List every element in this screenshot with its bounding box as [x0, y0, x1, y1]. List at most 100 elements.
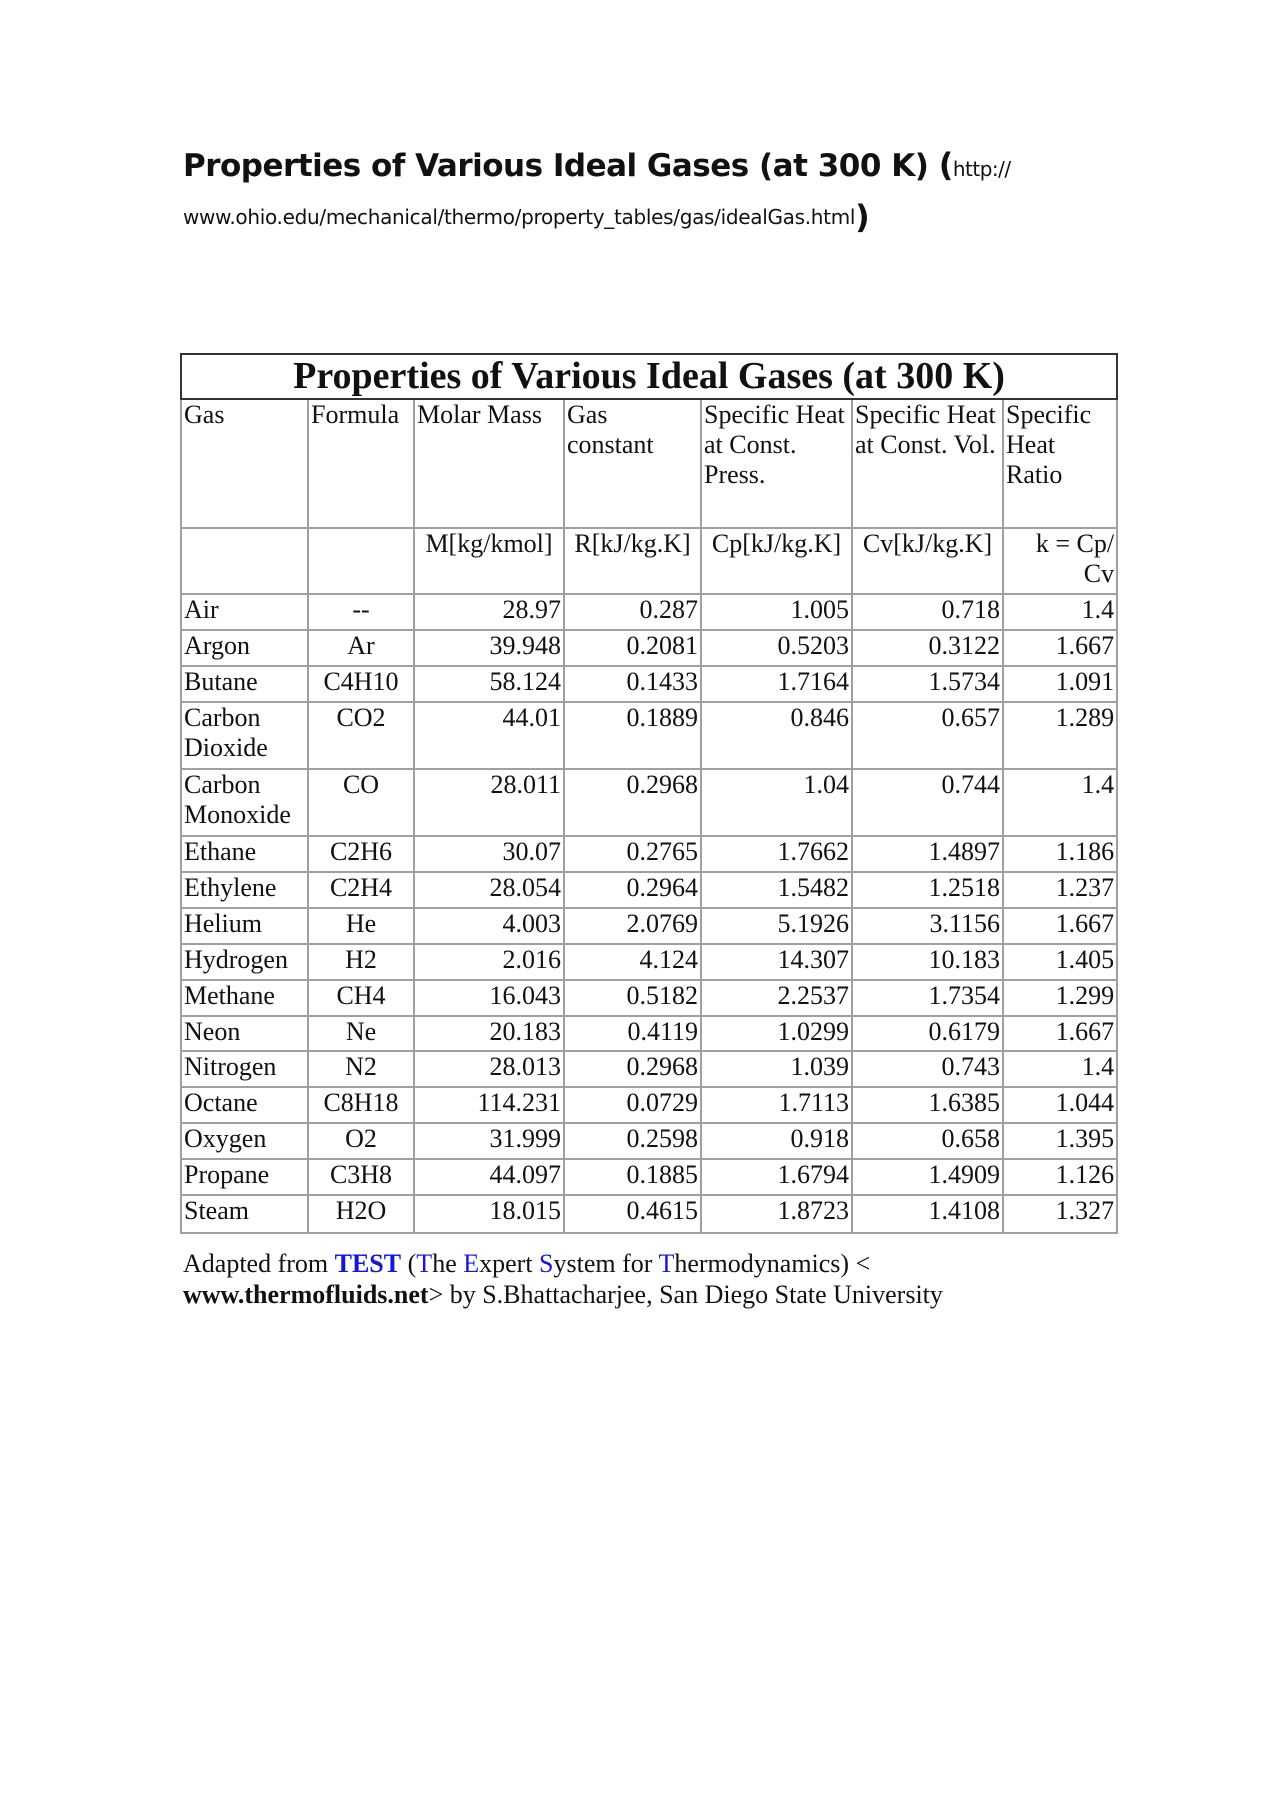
- gas-name-cell: Ethylene: [180, 871, 309, 909]
- gas-name-cell: Ethane: [180, 835, 309, 873]
- value-cell: 0.3122: [851, 629, 1004, 667]
- value-cell: 1.4: [1001, 593, 1119, 631]
- value-cell: 0.1433: [563, 665, 702, 703]
- unit-header: [180, 527, 309, 595]
- value-cell: 4.124: [563, 943, 702, 981]
- value-cell: 1.395: [1001, 1122, 1119, 1160]
- value-cell: 0.1889: [563, 701, 702, 770]
- value-cell: 4.003: [413, 907, 565, 945]
- table-row: Helium He 4.003 2.0769 5.1926 3.1156 1.667: [180, 907, 1119, 945]
- value-cell: 1.005: [700, 593, 853, 631]
- unit-header: M[kg/kmol]: [413, 527, 565, 595]
- value-cell: 28.97: [413, 593, 565, 631]
- attribution-text: xpert: [479, 1249, 540, 1278]
- title-text: Properties of Various Ideal Gases (at 30…: [183, 148, 929, 184]
- value-cell: 0.743: [851, 1050, 1004, 1088]
- value-cell: 28.054: [413, 871, 565, 909]
- column-header: Specific Heat Ratio: [1001, 398, 1119, 529]
- value-cell: 1.5734: [851, 665, 1004, 703]
- value-cell: 1.7113: [700, 1086, 853, 1124]
- value-cell: 1.2518: [851, 871, 1004, 909]
- ideal-gas-table: Properties of Various Ideal Gases (at 30…: [179, 353, 1119, 1234]
- value-cell: 1.4: [1001, 1050, 1119, 1088]
- value-cell: 1.5482: [700, 871, 853, 909]
- document-title: Properties of Various Ideal Gases (at 30…: [183, 146, 1011, 184]
- table-row: Propane C3H8 44.097 0.1885 1.6794 1.4909 1.126: [180, 1158, 1119, 1196]
- gas-name-cell: Carbon Monoxide: [180, 768, 309, 837]
- table-row: Air -- 28.97 0.287 1.005 0.718 1.4: [180, 593, 1119, 631]
- column-header: Specific Heat at Const. Press.: [700, 398, 853, 529]
- formula-cell: O2: [307, 1122, 415, 1160]
- units-row: M[kg/kmol] R[kJ/kg.K] Cp[kJ/kg.K] Cv[kJ/kg.…: [180, 527, 1119, 595]
- value-cell: 0.4615: [563, 1194, 702, 1234]
- value-cell: 1.7662: [700, 835, 853, 873]
- table-row: Butane C4H10 58.124 0.1433 1.7164 1.5734 1.091: [180, 665, 1119, 703]
- value-cell: 0.2765: [563, 835, 702, 873]
- formula-cell: C4H10: [307, 665, 415, 703]
- attribution-text: Adapted from: [183, 1249, 335, 1278]
- column-header: Molar Mass: [413, 398, 565, 529]
- formula-cell: CH4: [307, 979, 415, 1017]
- gas-name-cell: Carbon Dioxide: [180, 701, 309, 770]
- test-link[interactable]: TEST: [334, 1249, 402, 1278]
- value-cell: 0.918: [700, 1122, 853, 1160]
- source-url-part2[interactable]: www.ohio.edu/mechanical/thermo/property_…: [183, 205, 856, 229]
- close-paren: ): [855, 198, 870, 236]
- value-cell: 0.658: [851, 1122, 1004, 1160]
- unit-header: R[kJ/kg.K]: [563, 527, 702, 595]
- value-cell: 1.4897: [851, 835, 1004, 873]
- value-cell: 0.6179: [851, 1015, 1004, 1052]
- table-row: Octane C8H18 114.231 0.0729 1.7113 1.6385 1.04…: [180, 1086, 1119, 1124]
- value-cell: 20.183: [413, 1015, 565, 1052]
- unit-header: Cv[kJ/kg.K]: [851, 527, 1004, 595]
- formula-cell: He: [307, 907, 415, 945]
- value-cell: 1.044: [1001, 1086, 1119, 1124]
- value-cell: 1.7354: [851, 979, 1004, 1017]
- source-url-part1[interactable]: http://: [952, 157, 1011, 181]
- value-cell: 1.186: [1001, 835, 1119, 873]
- gas-name-cell: Nitrogen: [180, 1050, 309, 1088]
- value-cell: 0.2968: [563, 1050, 702, 1088]
- source-url-line: www.ohio.edu/mechanical/thermo/property_…: [183, 198, 870, 236]
- unit-header: [307, 527, 415, 595]
- value-cell: 30.07: [413, 835, 565, 873]
- table-row: Ethylene C2H4 28.054 0.2964 1.5482 1.2518 1.23…: [180, 871, 1119, 909]
- value-cell: 2.2537: [700, 979, 853, 1017]
- value-cell: 28.013: [413, 1050, 565, 1088]
- formula-cell: Ar: [307, 629, 415, 667]
- thermofluids-link[interactable]: www.thermofluids.net: [183, 1280, 429, 1309]
- value-cell: 0.2964: [563, 871, 702, 909]
- value-cell: 3.1156: [851, 907, 1004, 945]
- gas-name-cell: Neon: [180, 1015, 309, 1052]
- gas-name-cell: Steam: [180, 1194, 309, 1234]
- gas-name-cell: Oxygen: [180, 1122, 309, 1160]
- attribution-text: ystem for: [553, 1249, 659, 1278]
- column-header: Specific Heat at Const. Vol.: [851, 398, 1004, 529]
- value-cell: 44.01: [413, 701, 565, 770]
- table-row: Oxygen O2 31.999 0.2598 0.918 0.658 1.395: [180, 1122, 1119, 1160]
- formula-cell: C2H6: [307, 835, 415, 873]
- attribution-text: hermodynamics) <: [674, 1249, 871, 1278]
- gas-name-cell: Air: [180, 593, 309, 631]
- column-header: Gas constant: [563, 398, 702, 529]
- value-cell: 1.126: [1001, 1158, 1119, 1196]
- table-row: Carbon Dioxide CO2 44.01 0.1889 0.846 0.657 1.…: [180, 701, 1119, 770]
- attribution-text: (: [401, 1249, 417, 1278]
- gas-name-cell: Hydrogen: [180, 943, 309, 981]
- value-cell: 1.6794: [700, 1158, 853, 1196]
- value-cell: 0.657: [851, 701, 1004, 770]
- value-cell: 10.183: [851, 943, 1004, 981]
- value-cell: 0.718: [851, 593, 1004, 631]
- value-cell: 1.0299: [700, 1015, 853, 1052]
- table-row: Ethane C2H6 30.07 0.2765 1.7662 1.4897 1.186: [180, 835, 1119, 873]
- value-cell: 0.0729: [563, 1086, 702, 1124]
- value-cell: 1.8723: [700, 1194, 853, 1234]
- value-cell: 0.2598: [563, 1122, 702, 1160]
- gas-name-cell: Butane: [180, 665, 309, 703]
- formula-cell: CO2: [307, 701, 415, 770]
- value-cell: 1.4: [1001, 768, 1119, 837]
- table-row: Carbon Monoxide CO 28.011 0.2968 1.04 0.744 1.…: [180, 768, 1119, 837]
- value-cell: 18.015: [413, 1194, 565, 1234]
- table-row: Steam H2O 18.015 0.4615 1.8723 1.4108 1.327: [180, 1194, 1119, 1234]
- value-cell: 1.289: [1001, 701, 1119, 770]
